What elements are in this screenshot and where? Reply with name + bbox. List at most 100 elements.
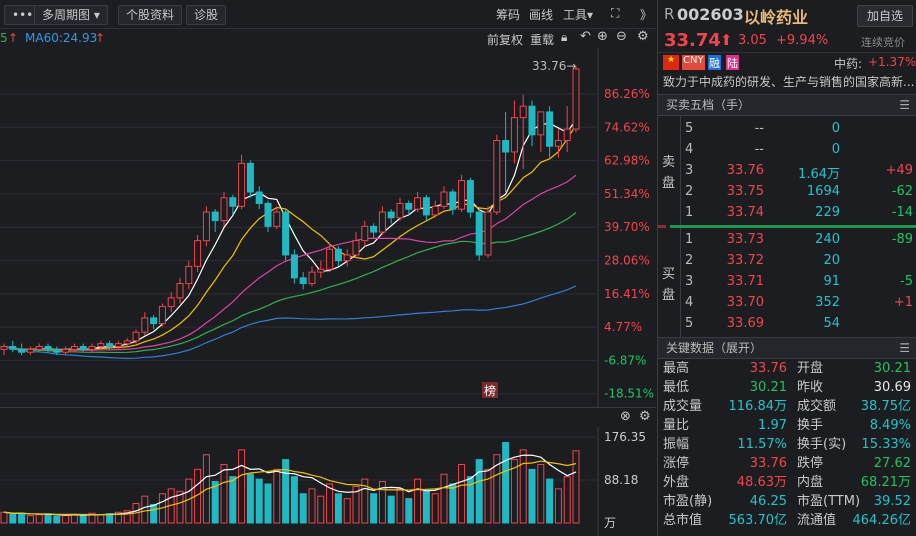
volume-bar — [238, 449, 246, 524]
candle-body — [537, 111, 545, 136]
candle — [79, 343, 87, 353]
draw-button[interactable]: 画线 — [529, 8, 554, 22]
change: -62 — [891, 184, 913, 199]
orderbook-row[interactable]: 1 33.73 240 -89 — [658, 230, 916, 251]
volume-bar — [563, 476, 571, 524]
adjust-button[interactable]: 前复权 — [487, 33, 524, 47]
y-tick-label: 74.62% — [604, 120, 650, 134]
volume-bar — [246, 473, 254, 524]
orderbook-row[interactable]: 2 33.75 1694 -62 — [658, 182, 916, 203]
stock-info-button[interactable]: 个股资料 — [118, 5, 183, 25]
bid-ask-ratio-bar — [658, 224, 916, 230]
change: +1 — [893, 295, 913, 310]
undo-icon[interactable]: ↶ — [580, 29, 591, 44]
settings-icon[interactable]: ⚙ — [637, 29, 649, 44]
tools-button[interactable]: 工具▾ — [563, 8, 594, 22]
orderbook-row[interactable]: 1 33.74 229 -14 — [658, 203, 916, 224]
volume-bar — [326, 483, 334, 524]
candle-body — [35, 345, 43, 350]
level: 2 — [685, 184, 694, 199]
menu-icon[interactable]: ☰ — [899, 98, 910, 112]
candle-body — [176, 283, 184, 299]
sector-label[interactable]: 中药: — [834, 57, 863, 71]
orderbook-row[interactable]: 3 33.76 1.64万 +49 — [658, 161, 916, 182]
stock-name: 以岭药业 — [744, 8, 809, 27]
orderbook: 卖盘 买盘 5 -- 0 4 -- 0 3 33.76 1.64万 +49 2 3… — [658, 116, 916, 342]
candle-body — [563, 128, 571, 142]
candle — [387, 209, 395, 224]
candle-body — [352, 240, 360, 256]
key-value: 48.63万 — [736, 475, 787, 490]
candle — [554, 129, 562, 158]
candle — [35, 343, 43, 353]
volume: 352 — [815, 295, 840, 310]
china-flag-icon: ★ — [663, 55, 679, 70]
reload-button[interactable]: 重载 — [530, 33, 555, 47]
y-tick-label: 4.77% — [604, 320, 642, 334]
volume-bar — [308, 488, 316, 524]
volume-bar — [502, 442, 510, 524]
y-tick-label: -6.87% — [604, 353, 646, 367]
candle — [361, 220, 369, 247]
multi-period-button[interactable]: 多周期图 ▾ — [34, 5, 108, 25]
menu-icon[interactable]: ☰ — [899, 341, 910, 355]
candle-body — [53, 348, 61, 353]
orderbook-row[interactable]: 2 33.72 20 — [658, 251, 916, 272]
candle — [158, 303, 166, 327]
candle-body — [273, 211, 281, 227]
candle — [123, 337, 131, 347]
candle — [546, 106, 554, 158]
add-watchlist-button[interactable]: 加自选 — [857, 5, 913, 27]
key-value: 33.76 — [749, 456, 787, 471]
key-label: 内盘 — [797, 475, 824, 490]
volume-bar — [387, 495, 395, 524]
candle-body — [150, 317, 158, 325]
rank-badge-text: 榜 — [484, 383, 496, 398]
candle — [273, 206, 281, 230]
zoom-out-icon[interactable]: ⊖ — [616, 29, 627, 44]
orderbook-row[interactable]: 4 -- 0 — [658, 140, 916, 161]
orderbook-row[interactable]: 5 33.69 54 — [658, 314, 916, 335]
collapse-icon[interactable]: 》 — [640, 8, 653, 22]
candle — [528, 100, 536, 147]
diagnose-button[interactable]: 诊股 — [186, 5, 227, 25]
zoom-in-icon[interactable]: ⊕ — [597, 29, 608, 44]
y-tick-label: 62.98% — [604, 154, 650, 168]
level: 2 — [685, 253, 694, 268]
key-value: 11.57% — [737, 437, 787, 452]
lock-icon[interactable]: 🔒︎ — [561, 30, 568, 44]
fullscreen-icon[interactable]: ⛶ — [611, 6, 620, 20]
settings-icon[interactable]: ⚙ — [639, 409, 651, 424]
chips-button[interactable]: 筹码 — [496, 8, 521, 22]
close-icon[interactable]: ⊗ — [620, 409, 631, 424]
keydata-table: 最高 33.76 开盘 30.21 最低 30.21 昨收 30.69 成交量 11… — [658, 359, 916, 530]
key-label: 最低 — [663, 380, 690, 395]
candle-body — [510, 117, 518, 153]
keydata-title[interactable]: 关键数据（展开） — [666, 341, 763, 355]
volume-bar — [519, 449, 527, 524]
volume-bar — [229, 476, 237, 524]
ma-line-ma60 — [3, 285, 577, 359]
y-tick-label: 51.34% — [604, 187, 650, 201]
candle — [414, 192, 422, 213]
volume-chart[interactable]: 176.35 88.18 万 — [0, 427, 656, 536]
orderbook-row[interactable]: 4 33.70 352 +1 — [658, 293, 916, 314]
candle-body — [114, 343, 122, 347]
candle — [326, 243, 334, 273]
volume-bar — [53, 515, 61, 524]
company-description[interactable]: 致力于中成药的研发、生产与销售的国家高新... — [663, 75, 915, 89]
candle-body — [396, 202, 404, 219]
volume-bar — [26, 515, 34, 524]
candlestick-chart[interactable]: 86.26% 74.62% 62.98% 51.34% 39.70% 28.06% 16.4… — [0, 48, 656, 408]
volume-bar — [422, 490, 430, 524]
candle — [519, 94, 527, 170]
key-label: 涨停 — [663, 456, 690, 471]
orderbook-row[interactable]: 3 33.71 91 -5 — [658, 272, 916, 293]
level: 1 — [685, 205, 694, 220]
candle-body — [475, 211, 483, 256]
volume-bar — [290, 476, 298, 524]
candle-body — [97, 343, 105, 347]
key-value: 563.70亿 — [728, 513, 788, 528]
orderbook-row[interactable]: 5 -- 0 — [658, 119, 916, 140]
candle — [537, 111, 545, 152]
